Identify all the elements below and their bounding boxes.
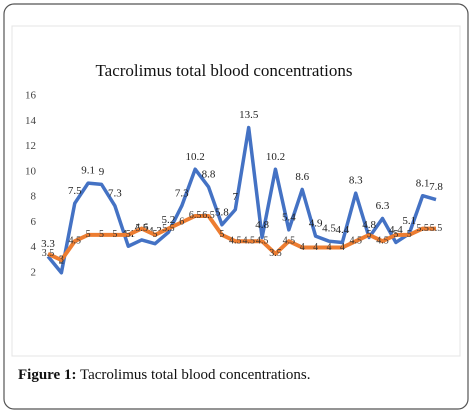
data-label: 8.8: [202, 168, 216, 180]
data-label: 6.5: [189, 210, 202, 221]
data-label: 3.5: [269, 248, 282, 259]
chart-frame: [11, 25, 461, 357]
series-line: [47, 213, 436, 263]
data-label: 5.5: [135, 223, 148, 234]
data-label: 13.5: [239, 109, 259, 121]
data-label: 4.5: [229, 235, 242, 246]
data-label: 5.1: [402, 215, 416, 227]
data-label: 4.5: [349, 235, 362, 246]
data-label: 9: [99, 166, 105, 178]
data-label: 6.5: [202, 210, 215, 221]
y-tick-label: 6: [31, 216, 37, 228]
data-label: 10.2: [186, 151, 205, 163]
data-label: 9.1: [81, 165, 95, 177]
data-label: 10.2: [266, 151, 285, 163]
data-label: 3.5: [42, 248, 55, 259]
caption-text: Tacrolimus total blood concentrations.: [80, 367, 311, 383]
data-label: 4: [313, 242, 318, 253]
data-label: 4.5: [376, 235, 389, 246]
y-tick-label: 4: [31, 241, 37, 253]
y-tick-label: 8: [31, 191, 37, 203]
data-label: 5.4: [282, 211, 296, 223]
data-label: 5: [393, 229, 398, 240]
data-label: 5.2: [162, 214, 176, 226]
data-label: 8.3: [349, 175, 363, 187]
figure-caption: Figure 1: Tacrolimus total blood concent…: [18, 367, 311, 383]
data-label: 7.3: [175, 187, 189, 199]
y-tick-label: 10: [25, 165, 37, 177]
data-label: 5.5: [162, 223, 175, 234]
data-label: 4.5: [283, 235, 296, 246]
y-tick-label: 12: [25, 140, 36, 152]
data-label: 3.3: [41, 238, 55, 250]
data-label: 4.8: [255, 219, 269, 231]
data-label: 5.5: [416, 223, 429, 234]
data-label: 5: [219, 229, 224, 240]
data-label: 6.3: [376, 200, 390, 212]
data-label: 4.5: [256, 235, 269, 246]
data-label: 4.5: [69, 235, 82, 246]
data-label: 4.9: [309, 218, 323, 230]
data-label: 5: [126, 229, 131, 240]
y-tick-label: 2: [31, 266, 37, 278]
data-label: 5: [99, 229, 104, 240]
data-label: 4.5: [322, 223, 336, 235]
data-label: 5.5: [430, 223, 443, 234]
data-label: 4: [340, 242, 345, 253]
data-label: 5: [112, 229, 117, 240]
data-label: 5.8: [215, 206, 229, 218]
data-label: 4: [326, 242, 331, 253]
data-label: 5: [407, 229, 412, 240]
data-label: 4.4: [335, 224, 349, 236]
data-label: 4: [300, 242, 305, 253]
data-label: 4.5: [242, 235, 255, 246]
y-tick-label: 14: [25, 115, 37, 127]
data-label: 7.3: [108, 187, 122, 199]
y-tick-label: 16: [25, 90, 37, 102]
data-label: 5: [153, 229, 158, 240]
data-label: 7.8: [429, 181, 443, 193]
chart-title: Tacrolimus total blood concentrations: [95, 61, 352, 80]
data-label: 8.6: [295, 171, 309, 183]
data-label: 5: [367, 229, 372, 240]
data-label: 5: [86, 229, 91, 240]
data-label: 7.5: [68, 185, 82, 197]
data-label: 4.8: [362, 219, 376, 231]
data-label: 8.1: [416, 177, 430, 189]
data-label: 3: [59, 254, 64, 265]
caption-label: Figure 1:: [18, 367, 76, 383]
data-label: 7: [233, 191, 239, 203]
data-label: 6: [179, 217, 184, 228]
